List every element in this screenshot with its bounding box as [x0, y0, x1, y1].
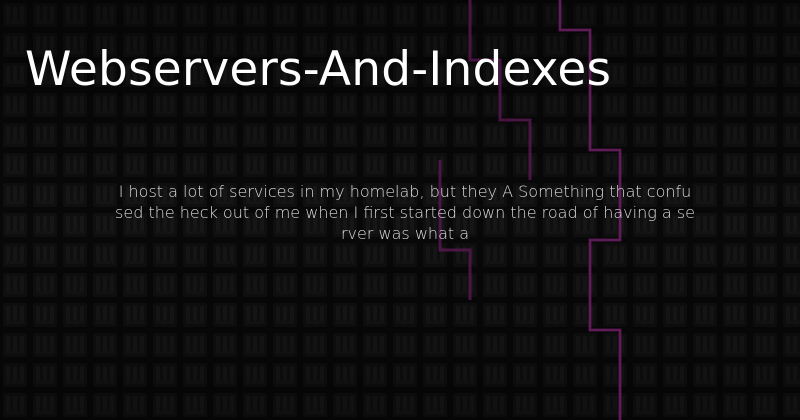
post-excerpt: I host a lot of services in my homelab, …: [115, 182, 695, 243]
page-title: Webservers-And-Indexes: [25, 42, 612, 97]
